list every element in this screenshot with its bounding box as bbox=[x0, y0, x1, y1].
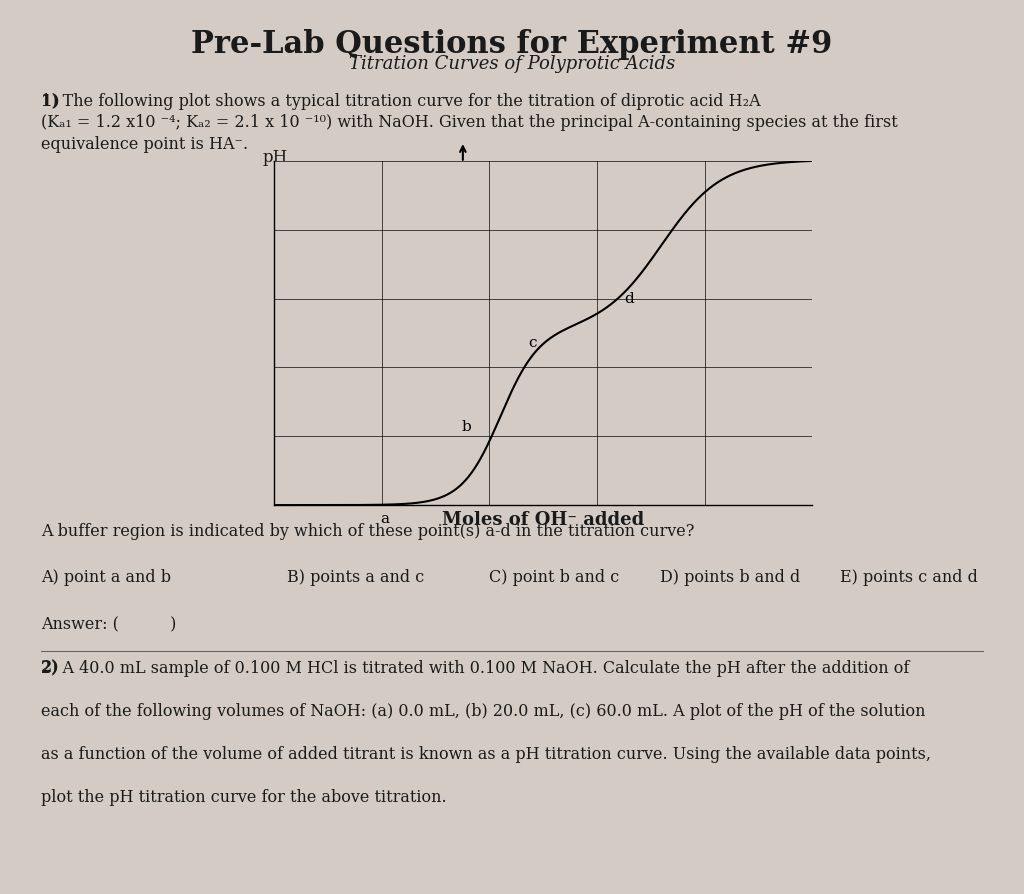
Text: pH: pH bbox=[262, 149, 288, 166]
Text: A) point a and b: A) point a and b bbox=[41, 569, 171, 586]
Text: 2) A 40.0 mL sample of 0.100 M HCl is titrated with 0.100 M NaOH. Calculate the : 2) A 40.0 mL sample of 0.100 M HCl is ti… bbox=[41, 660, 909, 677]
Text: plot the pH titration curve for the above titration.: plot the pH titration curve for the abov… bbox=[41, 789, 446, 805]
Text: E) points c and d: E) points c and d bbox=[840, 569, 978, 586]
Text: a: a bbox=[380, 511, 389, 526]
Text: as a function of the volume of added titrant is known as a pH titration curve. U: as a function of the volume of added tit… bbox=[41, 746, 931, 763]
Text: Answer: (          ): Answer: ( ) bbox=[41, 617, 176, 634]
Text: D) points b and d: D) points b and d bbox=[660, 569, 801, 586]
Text: equivalence point is HA⁻.: equivalence point is HA⁻. bbox=[41, 136, 248, 153]
X-axis label: Moles of OH⁻ added: Moles of OH⁻ added bbox=[442, 510, 644, 528]
Text: 1) The following plot shows a typical titration curve for the titration of dipro: 1) The following plot shows a typical ti… bbox=[41, 93, 761, 110]
Text: b: b bbox=[462, 420, 472, 434]
Text: each of the following volumes of NaOH: (a) 0.0 mL, (b) 20.0 mL, (c) 60.0 mL. A p: each of the following volumes of NaOH: (… bbox=[41, 703, 926, 720]
Text: 2): 2) bbox=[41, 660, 59, 677]
Text: c: c bbox=[528, 336, 537, 350]
Text: (Kₐ₁ = 1.2 x10 ⁻⁴; Kₐ₂ = 2.1 x 10 ⁻¹⁰) with NaOH. Given that the principal A-con: (Kₐ₁ = 1.2 x10 ⁻⁴; Kₐ₂ = 2.1 x 10 ⁻¹⁰) w… bbox=[41, 114, 898, 131]
Text: C) point b and c: C) point b and c bbox=[489, 569, 620, 586]
Text: d: d bbox=[625, 291, 634, 306]
Text: Titration Curves of Polyprotic Acids: Titration Curves of Polyprotic Acids bbox=[349, 55, 675, 73]
Text: Pre-Lab Questions for Experiment #9: Pre-Lab Questions for Experiment #9 bbox=[191, 29, 833, 60]
Text: A buffer region is indicated by which of these point(s) a-d in the titration cur: A buffer region is indicated by which of… bbox=[41, 523, 694, 540]
Text: 1): 1) bbox=[41, 93, 59, 110]
Text: B) points a and c: B) points a and c bbox=[287, 569, 424, 586]
